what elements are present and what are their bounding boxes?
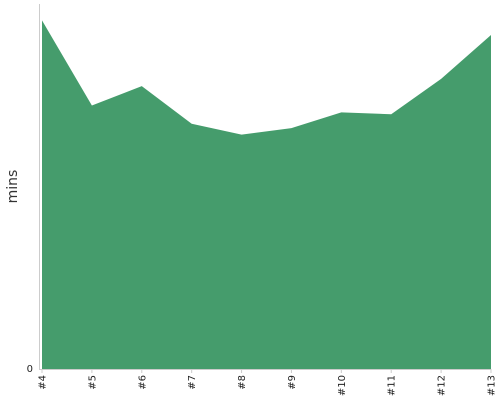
y-axis-title: mins [5, 170, 21, 204]
x-tick-label: #5 [87, 375, 98, 390]
x-tick-label: #6 [137, 375, 148, 390]
x-tick-label: #4 [38, 375, 49, 390]
x-tick-label: #13 [487, 375, 498, 396]
x-tick-label: #8 [237, 375, 248, 390]
x-tick-label: #10 [337, 375, 348, 396]
x-axis-ticks: #4 #5 #6 #7 #8 #9 #10 #11 #12 #13 [38, 369, 498, 396]
area-series-fill [42, 20, 491, 370]
y-axis-ticks: 0 [27, 364, 33, 375]
x-tick-label: #9 [287, 375, 298, 390]
y-tick-label: 0 [27, 364, 33, 375]
x-tick-label: #12 [437, 375, 448, 396]
x-tick-label: #7 [187, 375, 198, 390]
x-tick-label: #11 [387, 375, 398, 396]
